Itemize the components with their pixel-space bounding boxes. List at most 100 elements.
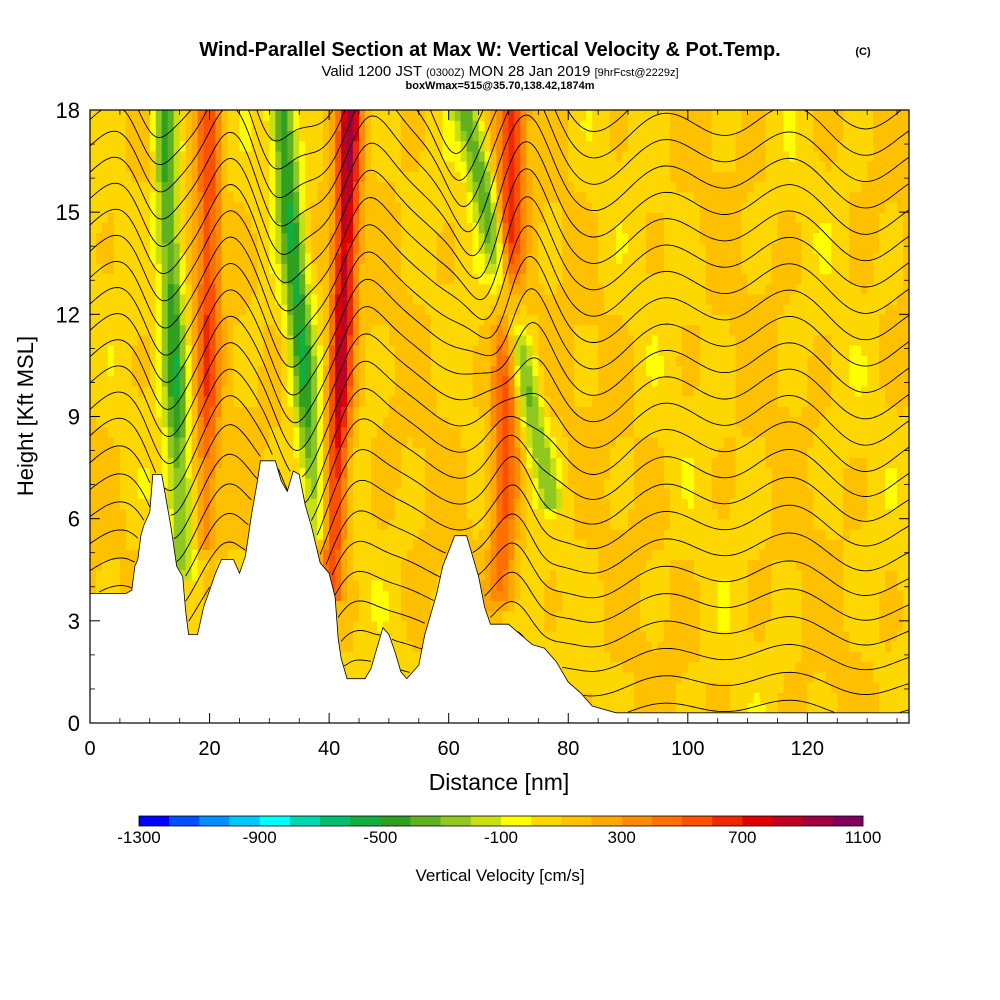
velocity-cell (376, 406, 384, 418)
velocity-cell (305, 283, 312, 295)
velocity-cell (430, 457, 438, 469)
velocity-cell (281, 150, 288, 162)
velocity-cell (125, 385, 133, 397)
velocity-cell (173, 263, 181, 275)
velocity-cell (257, 314, 264, 326)
velocity-cell (359, 263, 366, 275)
velocity-cell (323, 263, 330, 275)
velocity-cell (502, 467, 510, 479)
velocity-cell (341, 253, 348, 264)
velocity-cell (418, 580, 426, 591)
velocity-cell (96, 345, 103, 356)
velocity-cell (520, 273, 527, 285)
velocity-cell (406, 569, 414, 581)
velocity-cell (448, 120, 456, 131)
velocity-cell (496, 528, 504, 540)
velocity-cell (167, 467, 175, 479)
velocity-cell (347, 651, 354, 663)
velocity-cell (460, 518, 468, 530)
velocity-cell (376, 345, 384, 356)
velocity-cell (424, 569, 432, 581)
velocity-cell (400, 661, 408, 673)
velocity-cell (281, 375, 288, 387)
velocity-cell (149, 212, 157, 223)
velocity-cell (305, 488, 312, 499)
velocity-cell (424, 222, 432, 234)
velocity-cell (167, 365, 175, 377)
velocity-cell (520, 253, 527, 264)
velocity-cell (131, 293, 139, 305)
velocity-cell (311, 334, 318, 346)
velocity-cell (113, 273, 121, 285)
velocity-cell (143, 426, 151, 438)
velocity-cell (191, 202, 199, 213)
velocity-cell (568, 191, 575, 203)
velocity-cell (556, 396, 563, 407)
velocity-cell (478, 518, 486, 530)
velocity-cell (143, 488, 151, 499)
velocity-cell (227, 467, 235, 479)
velocity-cell (394, 651, 402, 663)
velocity-cell (388, 580, 396, 591)
velocity-cell (460, 222, 468, 234)
valid-prefix: Valid 1200 JST (321, 63, 421, 80)
velocity-cell (179, 263, 187, 275)
velocity-cell (580, 600, 587, 612)
velocity-cell (90, 375, 97, 387)
velocity-cell (347, 304, 354, 315)
velocity-cell (466, 161, 474, 172)
velocity-cell (173, 110, 181, 121)
velocity-cell (353, 293, 360, 305)
velocity-cell (275, 150, 282, 162)
velocity-cell (382, 620, 390, 632)
velocity-cell (388, 222, 396, 234)
velocity-cell (90, 222, 97, 234)
velocity-cell (119, 457, 127, 469)
velocity-cell (526, 140, 533, 152)
velocity-cell (299, 253, 306, 264)
velocity-cell (209, 324, 217, 336)
velocity-cell (448, 345, 456, 356)
velocity-cell (371, 641, 378, 653)
velocity-cell (418, 324, 426, 336)
velocity-cell (365, 140, 372, 152)
velocity-cell (371, 396, 378, 407)
velocity-cell (305, 498, 312, 509)
velocity-cell (185, 416, 193, 428)
velocity-cell (347, 580, 354, 591)
velocity-cell (209, 253, 217, 264)
velocity-cell (209, 396, 217, 407)
velocity-cell (209, 467, 217, 479)
velocity-cell (96, 110, 103, 121)
velocity-cell (454, 426, 462, 438)
velocity-cell (245, 110, 252, 121)
velocity-cell (215, 488, 223, 499)
velocity-cell (526, 610, 533, 622)
velocity-cell (173, 488, 181, 499)
velocity-cell (275, 110, 282, 121)
velocity-cell (466, 457, 474, 469)
velocity-cell (299, 375, 306, 387)
velocity-cell (562, 549, 569, 561)
velocity-cell (550, 631, 557, 642)
velocity-cell (448, 293, 456, 305)
velocity-cell (526, 324, 533, 336)
velocity-cell (406, 140, 414, 152)
velocity-cell (574, 631, 581, 642)
velocity-cell (167, 110, 175, 121)
velocity-cell (520, 467, 527, 479)
velocity-cell (376, 580, 384, 591)
velocity-cell (203, 161, 211, 172)
velocity-cell (359, 518, 366, 530)
velocity-cell (371, 232, 378, 244)
velocity-cell (239, 181, 247, 193)
velocity-cell (556, 436, 563, 448)
velocity-cell (299, 232, 306, 244)
velocity-cell (424, 477, 432, 489)
velocity-cell (137, 253, 145, 264)
velocity-cell (227, 181, 235, 193)
velocity-cell (574, 416, 581, 428)
velocity-cell (442, 396, 450, 407)
velocity-cell (365, 620, 372, 632)
velocity-cell (520, 191, 527, 203)
